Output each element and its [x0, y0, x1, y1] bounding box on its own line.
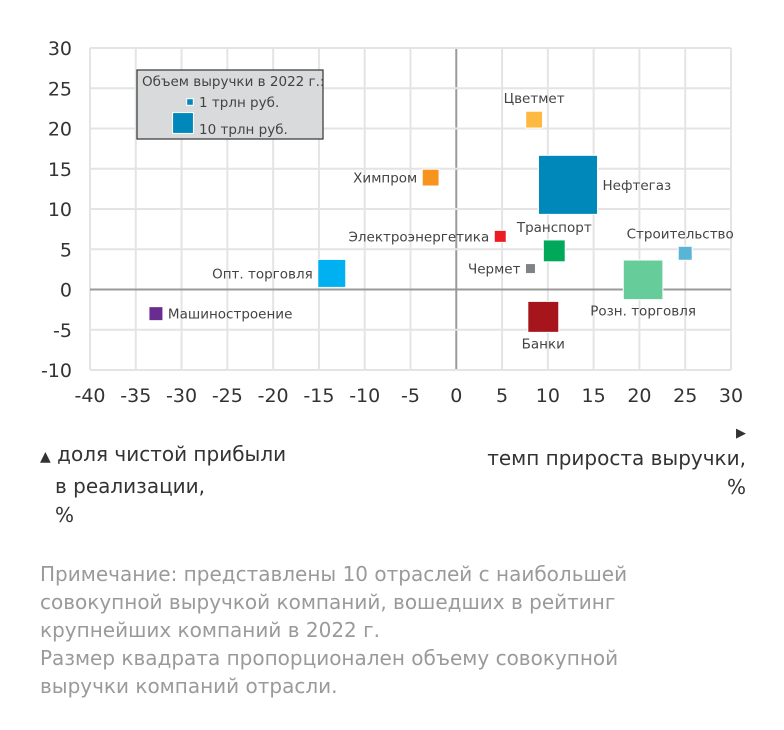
data-point-label: Строительство — [627, 226, 734, 242]
data-point-square — [525, 110, 544, 129]
x-tick-label: -40 — [74, 385, 105, 407]
data-point-label: Машиностроение — [168, 307, 292, 323]
x-tick-label: -35 — [120, 385, 151, 407]
data-point-label: Транспорт — [516, 220, 592, 236]
x-tick-label: -25 — [212, 385, 243, 407]
y-tick-label: 25 — [48, 78, 72, 100]
data-point-square — [524, 263, 536, 275]
note-line: Примечание: представлены 10 отраслей с н… — [40, 562, 628, 586]
y-axis-title-text: доля чистой прибыли — [57, 442, 287, 466]
data-point-square — [677, 245, 693, 261]
x-axis-title-text: темп прироста выручки, — [487, 446, 746, 470]
x-tick-label: 5 — [496, 385, 508, 407]
data-point-label: Цветмет — [504, 91, 565, 107]
data-point-square — [537, 154, 599, 215]
triangle-right-icon: ▶ — [736, 426, 746, 441]
data-point-square — [527, 300, 560, 333]
y-axis-title-text: % — [55, 503, 75, 527]
y-tick-label: 20 — [48, 119, 72, 141]
x-tick-label: 30 — [719, 385, 743, 407]
data-point-label: Банки — [522, 336, 565, 352]
data-point-square — [542, 239, 566, 263]
data-point-square — [493, 229, 507, 243]
x-tick-label: 0 — [450, 385, 462, 407]
x-tick-label: -5 — [401, 385, 420, 407]
x-tick-label: 25 — [673, 385, 697, 407]
y-tick-label: -10 — [41, 360, 72, 382]
y-tick-label: 15 — [48, 159, 72, 181]
x-tick-label: 20 — [627, 385, 651, 407]
data-point-square — [622, 259, 664, 301]
x-tick-label: 10 — [536, 385, 560, 407]
y-tick-label: 30 — [48, 38, 72, 60]
x-axis-title: ▶ темп прироста выручки, % — [487, 424, 746, 502]
legend-label: 1 трлн руб. — [199, 95, 279, 111]
note-line: крупнейших компаний в 2022 г. — [40, 618, 380, 642]
data-point-label: Химпром — [353, 171, 417, 187]
x-tick-label: 15 — [582, 385, 606, 407]
note-line: выручки компаний отрасли. — [40, 674, 338, 698]
data-point-label: Опт. торговля — [212, 266, 313, 282]
y-tick-label: 10 — [48, 199, 72, 221]
legend-label: 10 трлн руб. — [199, 122, 288, 138]
scatter-chart: -40 -35 -30 -25 -20 -15 -10 -5 0 5 10 15 20 25 30 30 25 2… — [41, 38, 743, 407]
data-point-square — [148, 306, 164, 322]
chart-note: Примечание: представлены 10 отраслей с н… — [40, 560, 760, 700]
y-axis-title-text: в реализации, — [55, 474, 206, 498]
x-axis-title-text: % — [726, 475, 746, 499]
note-line: Размер квадрата пропорционален объему со… — [40, 646, 619, 670]
triangle-up-icon: ▲ — [40, 449, 51, 465]
y-tick-label: 0 — [60, 280, 72, 302]
legend-swatch-small — [186, 98, 194, 106]
data-point-square — [317, 258, 347, 288]
y-tick-label: -5 — [53, 320, 72, 342]
legend-box — [136, 69, 324, 140]
y-axis-title: ▲ доля чистой прибыли в реализации, % — [40, 440, 286, 530]
y-axis-title-line: ▲ доля чистой прибыли — [40, 440, 286, 472]
y-tick-label: 5 — [60, 239, 72, 261]
x-tick-label: -15 — [303, 385, 334, 407]
data-point-square — [421, 168, 440, 187]
data-point-label: Розн. торговля — [590, 304, 696, 320]
note-line: совокупной выручкой компаний, вошедших в… — [40, 590, 616, 614]
data-point-label: Электроэнергетика — [348, 229, 489, 245]
data-point-label: Нефтегаз — [603, 178, 672, 194]
x-tick-label: -20 — [258, 385, 289, 407]
legend-swatch-large — [172, 112, 194, 134]
x-tick-label: -30 — [166, 385, 197, 407]
data-point-label: Чермет — [468, 262, 521, 278]
x-tick-label: -10 — [349, 385, 380, 407]
legend-title: Объем выручки в 2022 г.: — [142, 74, 324, 90]
